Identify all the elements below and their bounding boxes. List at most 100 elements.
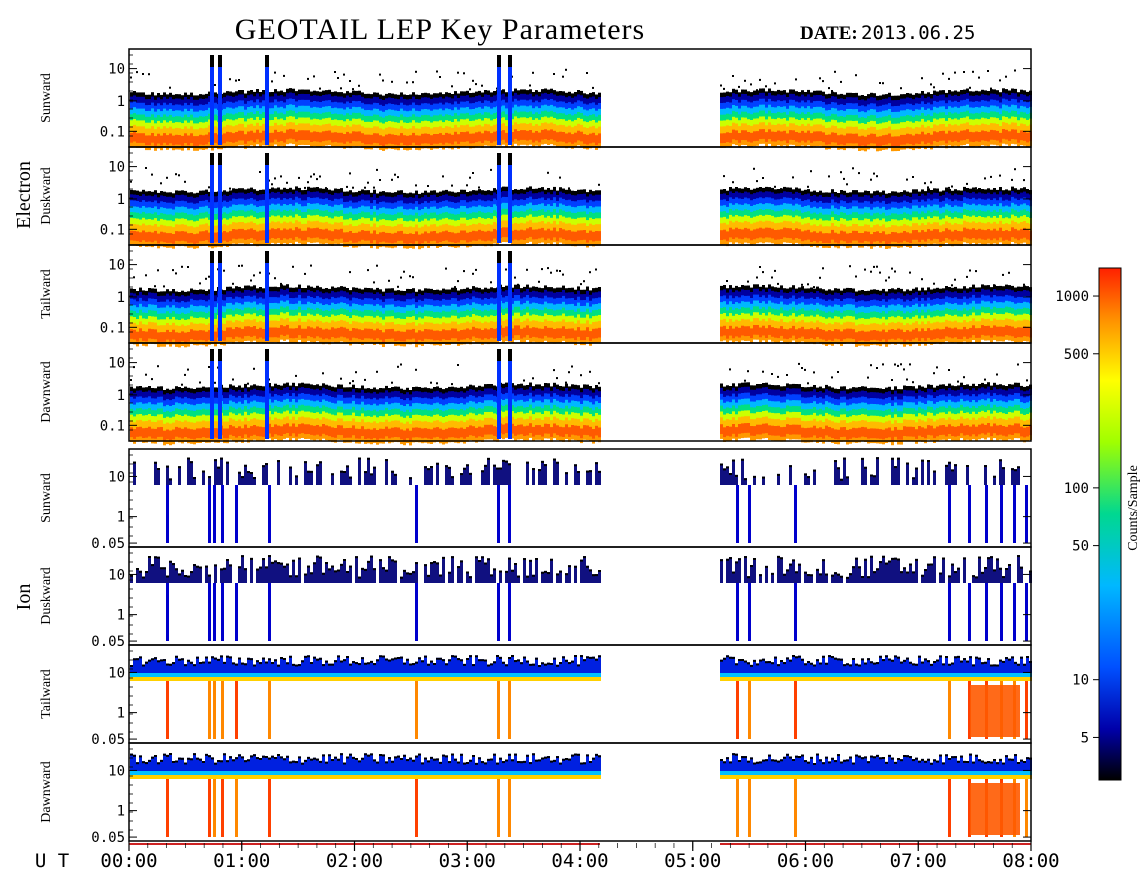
spectrum-cell [732, 228, 735, 239]
spectrum-cell [325, 238, 328, 244]
spectrum-cell [403, 196, 406, 204]
spectrum-cell [972, 101, 975, 108]
spectrum-cell [927, 108, 930, 115]
spectrum-cell [493, 203, 496, 211]
spectrum-cell [1002, 211, 1005, 219]
spectrum-cell [951, 240, 954, 247]
spectrum-cell [139, 303, 142, 310]
spectrum-cell [948, 239, 951, 245]
spectrum-cell [457, 213, 460, 220]
spectrum-cell [412, 142, 415, 148]
spectrum-cell [825, 104, 828, 111]
spectrum-cell [547, 93, 550, 100]
spectrum-cell [750, 101, 753, 109]
spectrum-cell [909, 143, 912, 149]
spectrum-cell [400, 211, 403, 219]
spectrum-cell [589, 211, 592, 218]
spectrum-cell [511, 107, 514, 114]
spectrum-cell [427, 97, 430, 104]
spectrum-cell [813, 194, 816, 201]
spectrum-cell [187, 196, 190, 203]
spectrum-cell [517, 130, 520, 141]
spectrum-cell [472, 132, 475, 144]
spectrum-cell [478, 124, 481, 132]
spectrum-cell [268, 229, 271, 240]
spectrum-cell [972, 95, 975, 102]
spectrum-cell [783, 90, 786, 95]
spectrum-cell [190, 202, 193, 209]
spectrum-cell [849, 96, 852, 104]
spectrum-cell [574, 218, 577, 225]
spectrum-cell [726, 131, 729, 143]
spectrum-cell [223, 217, 226, 225]
spectrum-cell [478, 210, 481, 217]
spectrum-cell [559, 124, 562, 132]
spectrum-cell [523, 116, 526, 124]
spectrum-cell [1017, 217, 1020, 224]
spectrum-cell [873, 120, 876, 127]
spectrum-cell [996, 239, 999, 246]
spectrum-cell [738, 119, 741, 127]
spectrum-cell [463, 101, 466, 108]
spectrum-cell [987, 100, 990, 108]
spectrum-cell [142, 92, 145, 97]
spectrum-cell [400, 194, 403, 201]
spectrum-cell [208, 113, 211, 120]
spectrum-cell [921, 189, 924, 194]
spectrum-cell [388, 102, 391, 110]
spectrum-cell [433, 114, 436, 122]
spectrum-cell [376, 96, 379, 103]
spectrum-cell [840, 223, 843, 231]
spectrum-cell [538, 197, 541, 205]
spectrum-cell [304, 230, 307, 241]
spectrum-cell [502, 202, 505, 209]
spectrum-cell [361, 239, 364, 245]
spectrum-cell [861, 225, 864, 233]
spectrum-cell [753, 100, 756, 107]
spectrum-cell [547, 203, 550, 211]
spectrum-cell [301, 230, 304, 241]
spectrum-cell [876, 206, 879, 213]
spectrum-cell [876, 200, 879, 207]
spectrum-cell [996, 211, 999, 218]
spectrum-cell [804, 239, 807, 246]
spectrum-cell [795, 191, 798, 198]
spectrum-cell [412, 96, 415, 103]
spectrum-cell [792, 117, 795, 124]
spectrum-cell [855, 102, 858, 110]
spectrum-cell [765, 107, 768, 114]
count-dot [532, 71, 534, 74]
spectrum-cell [1026, 222, 1029, 230]
spectrum-cell [145, 98, 148, 106]
spectrum-cell [226, 231, 229, 243]
spectrum-cell [133, 329, 136, 340]
spectrum-cell [130, 125, 133, 133]
count-dot [756, 89, 758, 92]
spectrum-cell [343, 120, 346, 128]
spectrum-cell [388, 202, 391, 209]
spectrum-cell [849, 114, 852, 121]
spectrum-cell [505, 107, 508, 115]
spectrum-cell [364, 121, 367, 128]
spectrum-cell [1014, 104, 1017, 111]
spectrum-cell [514, 92, 517, 99]
spectrum-cell [942, 90, 945, 95]
spectrum-cell [1017, 229, 1020, 241]
spectrum-cell [445, 107, 448, 115]
spectrum-cell [136, 142, 139, 148]
spectrum-cell [876, 136, 879, 147]
spectrum-cell [891, 123, 894, 130]
count-dot [990, 175, 992, 178]
spectrum-cell [259, 125, 262, 133]
spectrum-cell [750, 107, 753, 115]
spectrum-cell [942, 230, 945, 241]
spectrum-cell [741, 228, 744, 240]
spectrum-cell [987, 91, 990, 96]
y-tick-label: 0.1 [100, 124, 125, 140]
spectrum-cell [894, 218, 897, 226]
spectrum-cell [547, 117, 550, 124]
spectrum-cell [756, 100, 759, 107]
spectrum-cell [915, 216, 918, 224]
spectrum-cell [759, 196, 762, 204]
spectrum-cell [415, 230, 418, 242]
